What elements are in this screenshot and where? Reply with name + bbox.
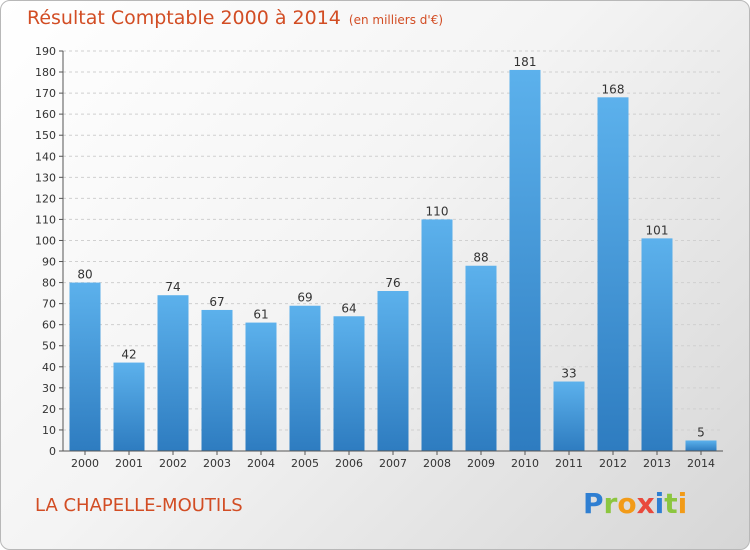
y-tick-label: 80 <box>42 277 56 290</box>
x-tick-label-2005: 2005 <box>291 457 319 470</box>
y-tick-label: 50 <box>42 340 56 353</box>
bar-2006 <box>333 316 365 451</box>
y-axis: 0 10 20 30 40 50 60 70 80 90 100 110 120 130 140 150 160… <box>35 45 64 458</box>
bar-value-label-2010: 181 <box>514 55 537 69</box>
x-tick-label-2009: 2009 <box>467 457 495 470</box>
y-tick-label: 130 <box>35 171 56 184</box>
chart-subtitle: (en milliers d'€) <box>348 13 444 27</box>
x-tick-label-2008: 2008 <box>423 457 451 470</box>
y-tick-label: 160 <box>35 108 56 121</box>
bar-2009 <box>465 265 497 451</box>
bar-2004 <box>245 322 277 451</box>
y-tick-label: 140 <box>35 150 56 163</box>
x-tick-label-2006: 2006 <box>335 457 363 470</box>
x-tick-label-2004: 2004 <box>247 457 275 470</box>
bar-2005 <box>289 305 321 451</box>
y-tick-label: 0 <box>49 445 56 458</box>
bar-2011 <box>553 381 585 451</box>
bar-value-label-2004: 61 <box>253 308 268 322</box>
x-tick-label-2007: 2007 <box>379 457 407 470</box>
x-tick-label-2002: 2002 <box>159 457 187 470</box>
bar-value-label-2006: 64 <box>341 301 356 315</box>
x-tick-label-2003: 2003 <box>203 457 231 470</box>
bar-value-label-2011: 33 <box>561 367 576 381</box>
bar-value-label-2000: 80 <box>77 268 92 282</box>
bar-2012 <box>597 97 629 451</box>
x-tick-label-2000: 2000 <box>71 457 99 470</box>
chart-title-text: Résultat Comptable 2000 à 2014 <box>27 7 341 29</box>
y-tick-label: 20 <box>42 403 56 416</box>
y-tick-label: 60 <box>42 319 56 332</box>
bars: 80 42 74 67 61 69 64 76 110 88 181 33 168 101 5 <box>69 55 717 452</box>
y-tick-label: 170 <box>35 87 56 100</box>
bar-value-label-2012: 168 <box>602 82 625 96</box>
bar-value-label-2002: 74 <box>165 280 180 294</box>
bar-value-label-2007: 76 <box>385 276 400 290</box>
bar-2008 <box>421 219 453 451</box>
bar-2002 <box>157 295 189 451</box>
y-tick-label: 30 <box>42 382 56 395</box>
y-tick-label: 190 <box>35 45 56 58</box>
x-tick-label-2014: 2014 <box>687 457 715 470</box>
bar-value-label-2009: 88 <box>473 251 488 265</box>
y-tick-label: 70 <box>42 298 56 311</box>
x-tick-label-2013: 2013 <box>643 457 671 470</box>
bar-2003 <box>201 309 233 451</box>
y-tick-label: 90 <box>42 256 56 269</box>
bar-value-label-2005: 69 <box>297 291 312 305</box>
bar-value-label-2008: 110 <box>426 204 449 218</box>
chart-title: Résultat Comptable 2000 à 2014 (en millie… <box>27 7 443 29</box>
bar-2010 <box>509 69 541 452</box>
y-tick-label: 180 <box>35 66 56 79</box>
commune-name: LA CHAPELLE-MOUTILS <box>35 495 243 516</box>
bar-value-label-2013: 101 <box>646 223 669 237</box>
x-tick-label-2012: 2012 <box>599 457 627 470</box>
x-tick-label-2010: 2010 <box>511 457 539 470</box>
y-tick-label: 100 <box>35 234 56 247</box>
x-tick-label-2011: 2011 <box>555 457 583 470</box>
proxiti-logo: Proxiti <box>583 487 688 520</box>
bar-2013 <box>641 238 673 451</box>
bar-2000 <box>69 282 101 451</box>
bar-2007 <box>377 291 409 451</box>
x-axis: 2000 2001 2002 2003 2004 2005 2006 2007 2008 2009… <box>63 450 723 470</box>
y-tick-label: 110 <box>35 213 56 226</box>
y-tick-label: 150 <box>35 129 56 142</box>
y-tick-label: 120 <box>35 192 56 205</box>
x-tick-label-2001: 2001 <box>115 457 143 470</box>
y-tick-label: 10 <box>42 424 56 437</box>
bar-2001 <box>113 362 145 451</box>
bar-value-label-2003: 67 <box>209 295 224 309</box>
bar-2014 <box>685 440 717 451</box>
y-tick-label: 40 <box>42 361 56 374</box>
bar-value-label-2001: 42 <box>121 348 136 362</box>
bar-value-label-2014: 5 <box>697 425 705 439</box>
